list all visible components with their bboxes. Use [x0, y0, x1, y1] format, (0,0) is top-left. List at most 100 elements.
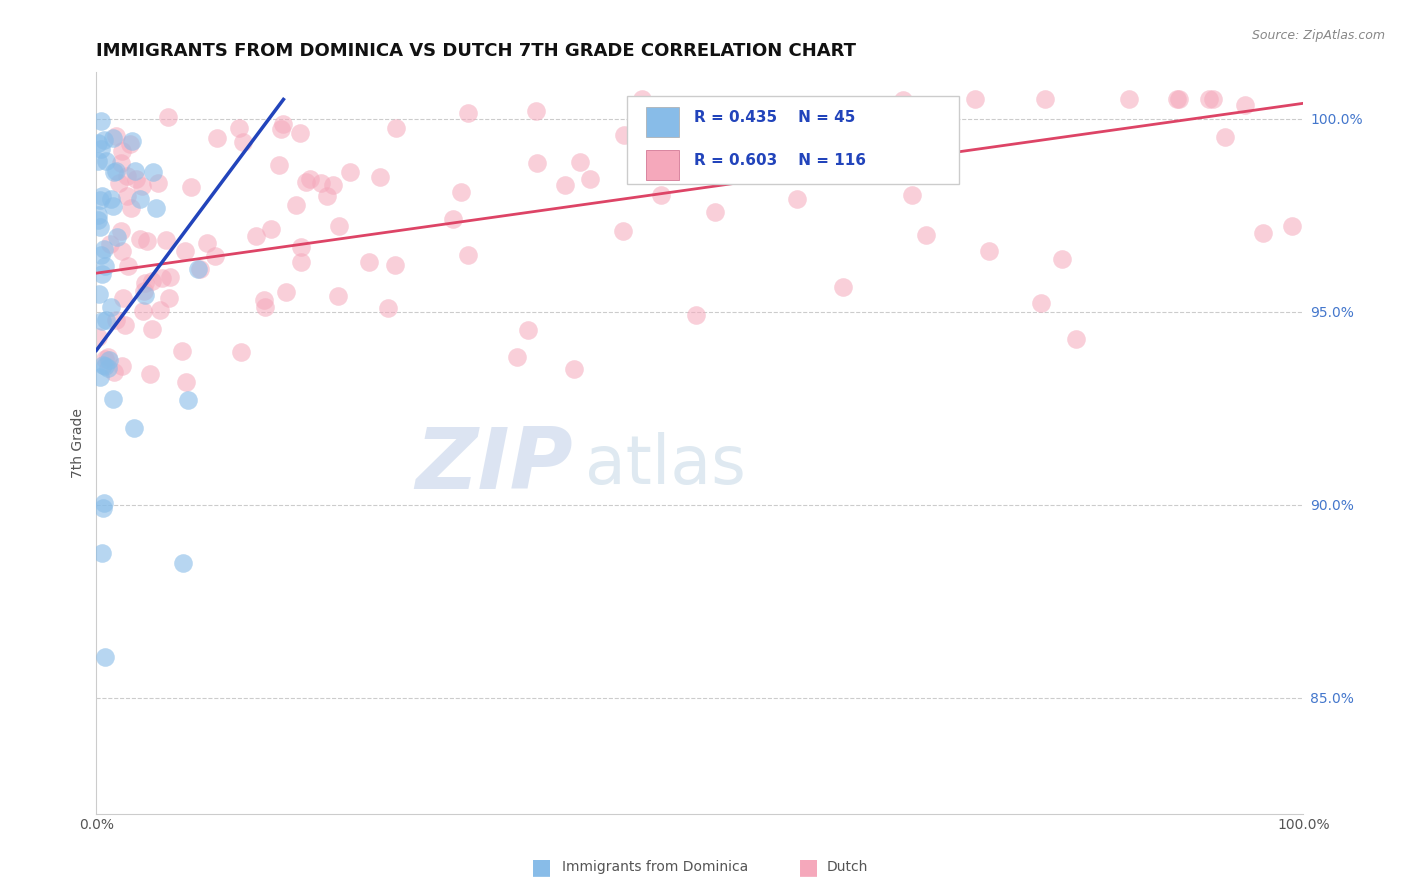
Point	[98, 353, 121, 368]
Point	[94, 359, 117, 374]
Point	[97, 361, 120, 376]
Point	[752, 141, 775, 155]
Point	[685, 308, 707, 322]
Point	[195, 235, 218, 250]
Point	[267, 158, 290, 172]
Point	[322, 178, 344, 192]
Point	[94, 259, 117, 273]
Point	[276, 285, 298, 299]
Point	[89, 286, 111, 301]
Point	[105, 229, 128, 244]
Point	[1066, 333, 1088, 347]
Point	[901, 188, 924, 202]
Point	[554, 178, 576, 192]
Point	[309, 176, 332, 190]
Point	[914, 228, 936, 243]
Point	[89, 220, 111, 235]
Point	[103, 365, 125, 379]
Point	[115, 169, 138, 183]
Point	[155, 233, 177, 247]
Point	[120, 201, 142, 215]
Point	[579, 172, 602, 186]
Point	[157, 291, 180, 305]
Point	[260, 221, 283, 235]
Point	[111, 244, 134, 258]
Point	[125, 171, 148, 186]
Point	[934, 151, 956, 165]
Point	[150, 271, 173, 285]
Point	[650, 188, 672, 202]
Point	[91, 267, 114, 281]
Point	[524, 104, 547, 119]
Y-axis label: 7th Grade: 7th Grade	[72, 408, 86, 478]
Point	[104, 129, 127, 144]
Text: R = 0.603    N = 116: R = 0.603 N = 116	[693, 153, 866, 169]
Point	[159, 269, 181, 284]
Point	[148, 176, 170, 190]
Point	[98, 237, 121, 252]
Bar	[645, 107, 679, 136]
Point	[110, 224, 132, 238]
Point	[172, 344, 194, 359]
Point	[517, 323, 540, 337]
Point	[110, 156, 132, 170]
Point	[891, 93, 914, 107]
Point	[128, 193, 150, 207]
Point	[141, 273, 163, 287]
Point	[93, 496, 115, 510]
Point	[117, 259, 139, 273]
Point	[290, 126, 312, 140]
Point	[328, 289, 350, 303]
Point	[1281, 219, 1303, 233]
Point	[703, 204, 725, 219]
Point	[87, 153, 110, 168]
Point	[384, 258, 406, 272]
Point	[613, 128, 636, 142]
Point	[141, 322, 163, 336]
Point	[115, 189, 138, 203]
Point	[1166, 92, 1188, 106]
Point	[180, 180, 202, 194]
Point	[339, 164, 361, 178]
Point	[132, 284, 155, 298]
Point	[290, 239, 312, 253]
Text: Source: ZipAtlas.com: Source: ZipAtlas.com	[1251, 29, 1385, 42]
Point	[932, 139, 955, 153]
Point	[134, 276, 156, 290]
Point	[173, 244, 195, 258]
Point	[174, 375, 197, 389]
Point	[377, 301, 399, 316]
Point	[91, 546, 114, 560]
Point	[93, 133, 115, 147]
Point	[101, 392, 124, 406]
Point	[1033, 92, 1056, 106]
Point	[457, 105, 479, 120]
Point	[872, 113, 894, 128]
Point	[149, 303, 172, 318]
Point	[526, 155, 548, 169]
Point	[316, 189, 339, 203]
Point	[172, 556, 194, 570]
Point	[1251, 226, 1274, 240]
Point	[90, 142, 112, 156]
Point	[254, 301, 277, 315]
Point	[562, 361, 585, 376]
Point	[104, 163, 127, 178]
FancyBboxPatch shape	[627, 96, 959, 184]
Text: IMMIGRANTS FROM DOMINICA VS DUTCH 7TH GRADE CORRELATION CHART: IMMIGRANTS FROM DOMINICA VS DUTCH 7TH GR…	[97, 42, 856, 60]
Point	[94, 153, 117, 168]
Point	[132, 303, 155, 318]
Point	[108, 177, 131, 191]
Point	[271, 117, 294, 131]
Point	[91, 358, 114, 372]
Point	[457, 248, 479, 262]
Point	[1198, 92, 1220, 106]
Point	[1118, 92, 1140, 106]
Point	[253, 293, 276, 307]
Point	[139, 367, 162, 381]
Point	[370, 169, 392, 184]
Point	[90, 189, 112, 203]
Point	[245, 229, 267, 244]
Point	[229, 345, 252, 359]
Point	[569, 155, 592, 169]
